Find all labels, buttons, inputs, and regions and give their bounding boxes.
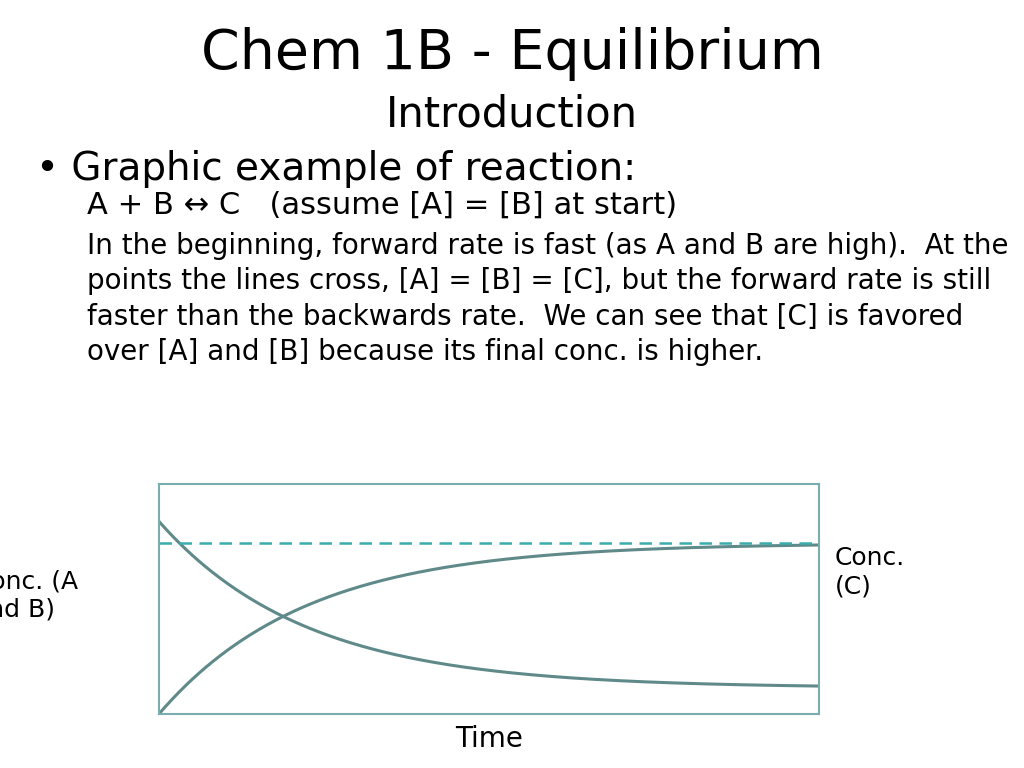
- Text: Conc.
(C): Conc. (C): [835, 546, 905, 598]
- Text: A + B ↔ C   (assume [A] = [B] at start): A + B ↔ C (assume [A] = [B] at start): [87, 190, 677, 220]
- Text: Conc. (A
and B): Conc. (A and B): [0, 569, 78, 621]
- Text: over [A] and [B] because its final conc. is higher.: over [A] and [B] because its final conc.…: [87, 338, 763, 366]
- Text: Introduction: Introduction: [386, 94, 638, 136]
- Text: faster than the backwards rate.  We can see that [C] is favored: faster than the backwards rate. We can s…: [87, 303, 964, 330]
- Text: • Graphic example of reaction:: • Graphic example of reaction:: [36, 150, 636, 187]
- Text: In the beginning, forward rate is fast (as A and B are high).  At the: In the beginning, forward rate is fast (…: [87, 232, 1009, 260]
- Text: points the lines cross, [A] = [B] = [C], but the forward rate is still: points the lines cross, [A] = [B] = [C],…: [87, 267, 991, 295]
- Text: Chem 1B - Equilibrium: Chem 1B - Equilibrium: [201, 27, 823, 81]
- X-axis label: Time: Time: [455, 725, 523, 753]
